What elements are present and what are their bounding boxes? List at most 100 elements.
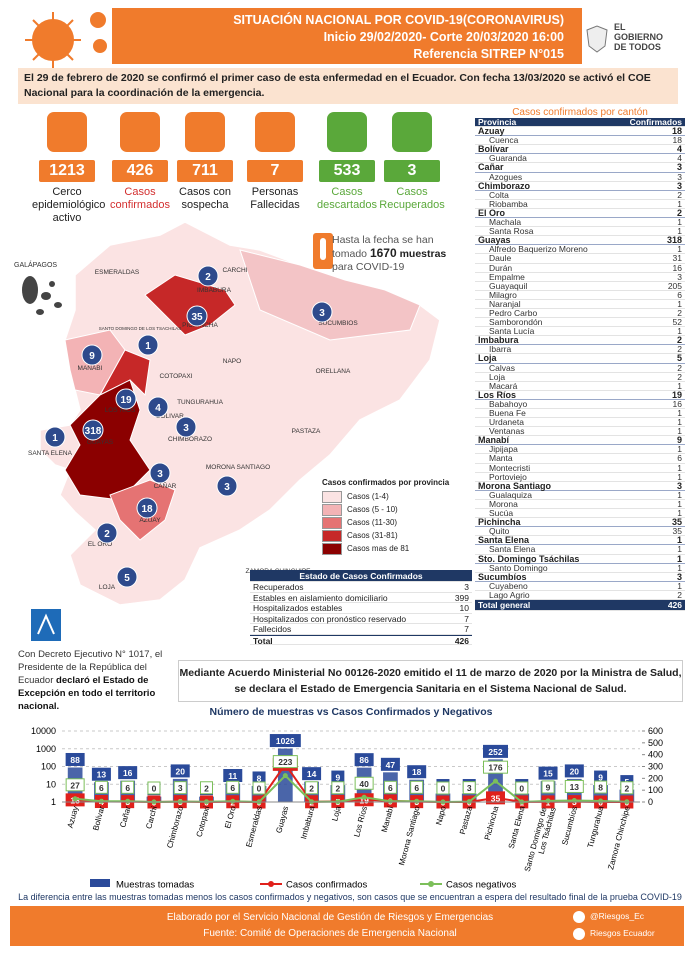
province-total: 5 [676, 353, 682, 364]
canton-row: Riobamba 1 [475, 199, 685, 209]
value-label: 252 [488, 747, 502, 757]
province-name: Cañar [478, 162, 504, 173]
line-point [414, 798, 420, 804]
case-count: 3 [224, 482, 230, 493]
value-label: 3 [178, 783, 183, 793]
province-total: 3 [676, 571, 682, 582]
value-label: 40 [359, 779, 369, 789]
canton-name: Santa Elena [489, 544, 536, 555]
canton-name: Sucúa [489, 508, 514, 519]
value-label: 13 [570, 782, 580, 792]
header-band [112, 8, 582, 64]
province-row: Los Ríos 19 [475, 389, 685, 400]
case-circle [136, 497, 158, 519]
canton-row: Sucúa 1 [475, 508, 685, 519]
value-label: 11 [228, 771, 237, 781]
canton-row: Guaranda 4 [475, 154, 685, 164]
case-circle [81, 344, 103, 366]
y-tick-label: 10000 [31, 726, 56, 736]
line-point [125, 798, 131, 804]
value-label: 19 [359, 795, 369, 805]
canton-name: Portoviejo [489, 471, 527, 482]
canton-table: Casos confirmados por cantón Provincia Con… [475, 108, 685, 611]
stat: 426 Casos confirmados [105, 112, 175, 212]
province-name: Azuay [478, 126, 505, 137]
y2-tick-label: 200 [648, 773, 663, 783]
case-count: 318 [85, 426, 102, 437]
case-circle [186, 305, 208, 327]
status-label: Total [253, 635, 273, 646]
canton-row: Empalme 3 [475, 271, 685, 282]
legend-swatch [90, 879, 110, 887]
canton-name: Samborondón [489, 317, 543, 328]
legend-row: Casos (5 - 10) [322, 503, 472, 516]
canton-row: Alfredo Baquerizo Moreno 1 [475, 245, 685, 255]
stat-value: 711 [177, 160, 233, 182]
decree-bold: declaró el Estado de Excepción en todo e… [18, 675, 156, 712]
province-row: Sucumbíos 3 [475, 571, 685, 582]
legend-row: Casos (31-81) [322, 529, 472, 542]
footnote: La diferencia entre las muestras tomadas… [18, 892, 682, 902]
y-tick-label: 100 [41, 762, 56, 772]
canton-value: 1 [677, 544, 682, 555]
province-name: El Oro [478, 207, 506, 218]
province-label: MORONA SANTIAGO [206, 464, 270, 471]
x-tick-label: Azuay [66, 805, 80, 829]
value-label: 8 [257, 773, 262, 783]
province-row: Guayas 318 [475, 236, 685, 246]
province-row: Imbabura 2 [475, 336, 685, 346]
province-label: IMBABURA [197, 287, 232, 294]
legend-label: Casos (5 - 10) [347, 505, 398, 514]
province-label: SANTO DOMINGO DE LOS TSACHILAS [99, 326, 182, 331]
value-label-bg [380, 757, 400, 771]
canton-value: 6 [677, 453, 682, 464]
decree-part: Con Decreto Ejecutivo N° 1017, el Presid… [18, 649, 163, 686]
canton-row: Lago Agrio 2 [475, 590, 685, 600]
twitter: @Riesgos_Ec [590, 911, 644, 921]
y-tick-label: 10 [46, 779, 56, 789]
province-name: Los Ríos [478, 389, 517, 400]
canton-row: Cuenca 18 [475, 136, 685, 146]
y-tick-label: 1 [51, 797, 56, 807]
value-label: 9 [598, 773, 603, 783]
case-count: 2 [104, 529, 110, 540]
canton-value: 1 [677, 217, 682, 228]
canton-name: Urdaneta [489, 417, 524, 428]
canton-row: Machala 1 [475, 217, 685, 228]
header-cell: Provincia [478, 117, 517, 127]
x-tick-label: Tungurahua [586, 805, 606, 849]
x-tick-label: Napo [434, 805, 448, 826]
canton-name: Milagro [489, 289, 517, 300]
case-circle [149, 462, 171, 484]
x-tick-label: Guayas [274, 805, 290, 834]
status-title: Estado de Casos Confirmados [250, 570, 472, 582]
canton-row: Cuyabeno 1 [475, 580, 685, 591]
value-label: 6 [99, 783, 104, 793]
canton-value: 2 [677, 362, 682, 373]
value-label-bg [383, 780, 397, 794]
canton-name: Empalme [489, 271, 525, 282]
canton-row: Urdaneta 1 [475, 417, 685, 428]
province-total: 1 [676, 535, 682, 546]
province-label: GUAYAS [87, 439, 114, 446]
value-label: 0 [152, 784, 157, 794]
province-label: ESMERALDAS [95, 269, 140, 276]
case-count: 5 [124, 573, 130, 584]
canton-value: 16 [672, 262, 682, 273]
value-label: 27 [70, 780, 80, 790]
canton-value: 1 [677, 580, 682, 591]
province-total: 18 [671, 126, 682, 137]
province-total: 3 [676, 180, 682, 191]
canton-value: 1 [677, 417, 682, 428]
province-label: SANTA ELENA [28, 450, 73, 457]
value-label-bg [407, 765, 427, 779]
province-name: Chimborazo [478, 180, 531, 191]
canton-value: 3 [677, 171, 682, 182]
canton-value: 6 [677, 289, 682, 300]
value-label: 20 [175, 766, 185, 776]
province-total: 3 [676, 162, 682, 173]
province-label: COTOPAXI [160, 373, 193, 380]
value-label: 9 [335, 773, 340, 783]
canton-name: Azogues [489, 171, 523, 182]
canton-value: 1 [677, 444, 682, 455]
